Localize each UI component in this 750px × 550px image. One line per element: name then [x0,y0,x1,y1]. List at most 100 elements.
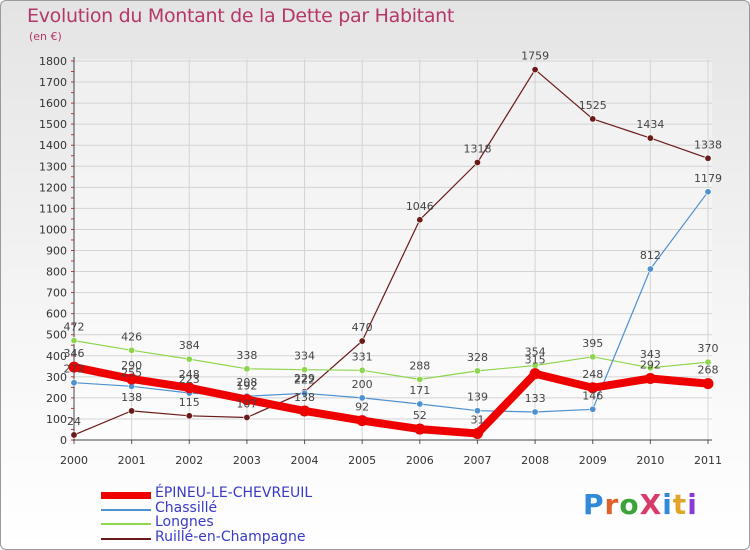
series-line-2 [73,340,709,380]
data-label: 426 [121,330,142,343]
data-label: 229 [294,372,315,385]
data-label: 331 [352,350,373,363]
y-tick-label: 1600 [39,97,67,110]
series-line-3 [73,68,709,436]
data-label: 812 [640,249,661,262]
series-line-0 [70,363,712,438]
data-point [473,158,481,166]
data-point [299,405,311,417]
y-tick-label: 700 [46,287,67,300]
data-label: 222 [294,373,315,386]
x-tick-label: 2008 [521,454,549,467]
data-point [70,379,78,387]
x-tick-label: 2002 [175,454,203,467]
y-tick-label: 1200 [39,181,67,194]
legend-swatch [101,508,151,511]
data-point [587,382,599,394]
data-point [646,265,654,273]
data-label: 1046 [406,200,434,213]
data-point [70,431,78,439]
y-tick-label: 500 [46,329,67,342]
data-label: 370 [698,342,719,355]
legend-swatch [101,537,151,540]
x-tick-label: 2001 [118,454,146,467]
data-point [416,216,424,224]
data-label: 268 [698,364,719,377]
data-label: 200 [352,378,373,391]
data-point [358,394,366,402]
y-tick-label: 400 [46,350,67,363]
data-label: 354 [525,345,546,358]
data-point [473,367,481,375]
x-tick-label: 2000 [60,454,88,467]
data-label: 1759 [521,50,549,63]
y-tick-label: 300 [46,371,67,384]
legend-swatch [101,523,151,525]
data-point [646,134,654,142]
x-tick-label: 2003 [233,454,261,467]
data-label: 288 [409,359,430,372]
x-tick-label: 2011 [694,454,722,467]
y-tick-label: 1700 [39,76,67,89]
data-point [183,382,195,394]
data-label: 146 [582,389,603,402]
y-tick-label: 1100 [39,202,67,215]
data-label: 272 [64,363,85,376]
data-point [589,115,597,123]
data-point [702,378,714,390]
data-point [589,405,597,413]
data-point [646,364,654,372]
data-label: 52 [413,409,427,422]
data-label: 1179 [694,172,722,185]
data-point [128,407,136,415]
data-label: 138 [294,391,315,404]
legend-swatch [101,491,151,499]
data-label: 208 [236,376,257,389]
data-label: 292 [640,359,661,372]
y-tick-label: 800 [46,266,67,279]
legend-label: Ruillé-en-Champagne [155,528,306,545]
data-label: 470 [352,321,373,334]
data-point [68,361,80,373]
data-point [126,373,138,385]
data-point [531,66,539,74]
data-label: 346 [64,347,85,360]
data-label: 328 [467,351,488,364]
data-point [704,358,712,366]
data-point [358,337,366,345]
data-point [243,365,251,373]
data-point [185,355,193,363]
data-label: 255 [121,366,142,379]
legend-label: Chassillé [155,499,218,516]
data-label: 115 [179,396,200,409]
x-tick-label: 2009 [579,454,607,467]
y-tick-label: 1400 [39,139,67,152]
data-point [589,353,597,361]
data-point [241,394,253,406]
data-label: 171 [409,384,430,397]
data-label: 290 [121,359,142,372]
data-point [471,427,483,439]
data-label: 223 [179,373,200,386]
data-label: 138 [121,391,142,404]
y-tick-label: 600 [46,308,67,321]
data-point [70,337,78,345]
x-tick-label: 2004 [291,454,319,467]
data-label: 384 [179,339,200,352]
data-label: 1525 [579,99,607,112]
data-point [185,412,193,420]
data-label: 395 [582,337,603,350]
data-point [644,373,656,385]
x-tick-label: 2005 [348,454,376,467]
data-label: 248 [179,368,200,381]
data-label: 31 [470,413,484,426]
proxiti-logo: ProXiti [583,488,698,521]
data-label: 92 [355,401,369,414]
data-label: 192 [236,380,257,393]
data-point [358,366,366,374]
data-label: 24 [67,415,81,428]
data-point [128,346,136,354]
data-label: 107 [236,397,257,410]
chart-unit-label: (en €) [29,30,62,43]
